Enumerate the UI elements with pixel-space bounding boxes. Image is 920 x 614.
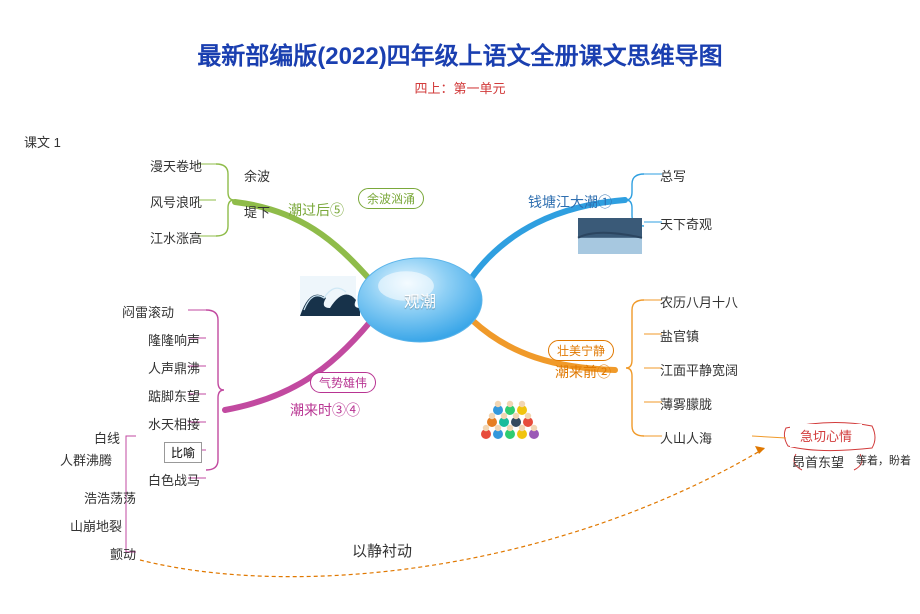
leaf-node: 闷雷滚动 (122, 302, 174, 321)
branch-note-bubble: 壮美宁静 (548, 340, 614, 361)
bottom-arc-label: 以静衬动 (352, 540, 412, 561)
subleaf-node: 人群沸腾 (60, 450, 112, 469)
leaf-node: 风号浪吼 (150, 192, 202, 211)
subleaf-node: 浩浩荡荡 (84, 488, 136, 507)
emotion-sub: 等着，盼着 (856, 452, 911, 468)
leaf-node: 人山人海 (660, 428, 712, 447)
leaf-node: 比喻 (164, 442, 202, 463)
leaf-node: 水天相接 (148, 414, 200, 433)
branch-label: 潮来前② (555, 362, 611, 382)
leaf-node: 江面平静宽阔 (660, 360, 738, 379)
leaf-node: 农历八月十八 (660, 292, 738, 311)
branch-label: 钱塘江大潮① (528, 192, 612, 212)
leaf-node: 盐官镇 (660, 326, 699, 345)
subleaf-node: 颤动 (110, 544, 136, 563)
leaf-node: 余波 (244, 166, 270, 185)
emotion-box: 急切心情 (790, 424, 862, 447)
center-node: 观潮 (358, 258, 482, 342)
leaf-node: 漫天卷地 (150, 156, 202, 175)
leaf-node: 天下奇观 (660, 214, 712, 233)
leaf-node: 白色战马 (148, 470, 200, 489)
leaf-node: 踮脚东望 (148, 386, 200, 405)
leaf-node: 堤下 (244, 202, 270, 221)
branch-note-bubble: 余波汹涌 (358, 188, 424, 209)
branch-label: 潮过后⑤ (288, 200, 344, 220)
leaf-node: 人声鼎沸 (148, 358, 200, 377)
leaf-node: 江水涨高 (150, 228, 202, 247)
branch-label: 潮来时③④ (290, 400, 360, 420)
leaf-node: 隆隆响声 (148, 330, 200, 349)
emotion-sub: 昂首东望 (792, 452, 844, 471)
subleaf-node: 山崩地裂 (70, 516, 122, 535)
leaf-node: 总写 (660, 166, 686, 185)
branch-note-bubble: 气势雄伟 (310, 372, 376, 393)
leaf-node: 薄雾朦胧 (660, 394, 712, 413)
subleaf-node: 白线 (94, 428, 120, 447)
page: 最新部编版(2022)四年级上语文全册课文思维导图 四上：第一单元 课文 1 观… (0, 0, 920, 614)
